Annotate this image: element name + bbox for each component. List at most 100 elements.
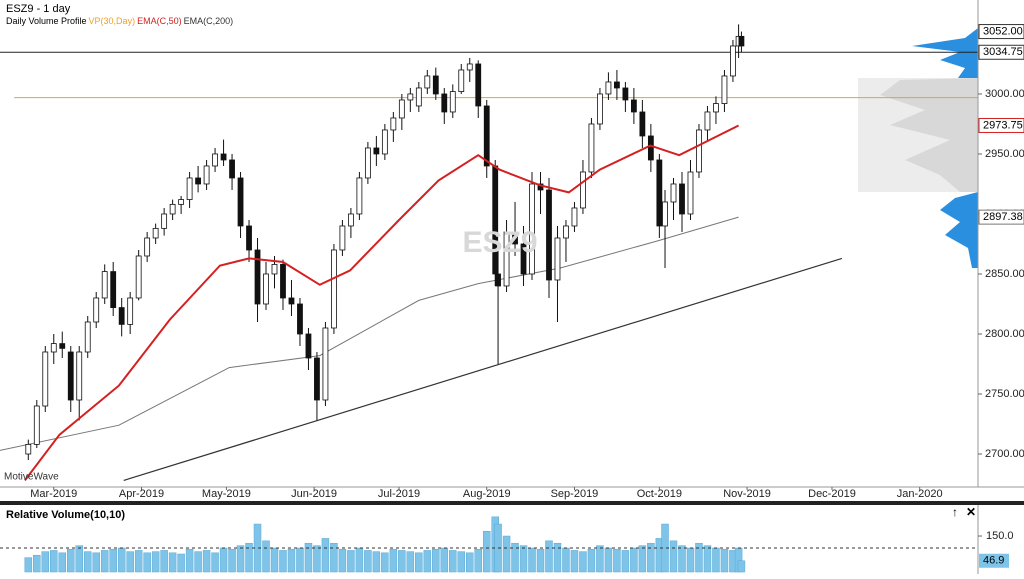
x-tick-label: Dec-2019 [808, 488, 856, 500]
candle-body [670, 183, 677, 203]
volume-bar [202, 550, 211, 573]
volume-bar [737, 560, 746, 573]
chart-title: ESZ9 - 1 day [6, 3, 71, 15]
volume-bar [562, 547, 570, 573]
candle-body [696, 129, 702, 173]
price-box-label: 3052.00 [983, 25, 1023, 37]
volume-bar [236, 545, 245, 573]
y-tick-label: 2850.00 [985, 268, 1024, 280]
candle-body [432, 75, 439, 95]
volume-bar [502, 535, 511, 573]
volume-bar [621, 550, 630, 573]
volume-bar [630, 547, 638, 573]
volume-bar [134, 550, 143, 573]
x-tick-label: Jun-2019 [291, 488, 337, 500]
volume-tick-label: 150.0 [986, 530, 1014, 542]
candle-body [237, 177, 244, 227]
trendline [123, 257, 843, 481]
volume-bar [381, 552, 389, 573]
y-tick-label: 2950.00 [985, 148, 1024, 160]
volume-bar [58, 552, 67, 573]
pane-up-icon[interactable]: ↑ [952, 505, 958, 519]
candle-body [254, 249, 261, 305]
volume-bar [678, 545, 686, 573]
volume-bar [194, 551, 202, 573]
candle-body [288, 297, 295, 305]
pane-close-icon[interactable]: ✕ [966, 505, 976, 519]
candle-body [50, 343, 57, 353]
candle-body [110, 271, 117, 308]
volume-bar [262, 540, 270, 573]
candle-body [520, 243, 527, 275]
brand: MotiveWave [4, 472, 59, 483]
volume-bar [347, 550, 355, 573]
volume-bar [219, 547, 228, 573]
candle-body [704, 111, 711, 131]
candle-body [597, 93, 603, 125]
candle-body [449, 91, 456, 113]
candle-body [512, 231, 518, 245]
candle-body [495, 273, 501, 287]
candle-body [588, 123, 595, 173]
volume-bar [720, 548, 729, 573]
x-tick-label: Jan-2020 [897, 488, 943, 500]
x-tick-label: Sep-2019 [551, 488, 599, 500]
candle-body [280, 263, 286, 299]
candle-body [614, 81, 620, 89]
volume-bar [647, 542, 655, 573]
candle-body [271, 263, 278, 275]
price-box-label: 2973.75 [983, 119, 1023, 131]
volume-bar [482, 530, 491, 573]
candle-body [687, 171, 694, 215]
candle-body [161, 213, 168, 229]
candle-body [42, 351, 49, 407]
y-tick-label: 2750.00 [985, 388, 1024, 400]
volume-bar [321, 538, 330, 573]
volume-bar [604, 547, 613, 573]
candle-body [656, 159, 663, 227]
volume-bar [440, 547, 449, 573]
legend-item: Daily Volume Profile [6, 16, 87, 26]
candle-body [314, 357, 320, 401]
candle-body [441, 93, 448, 113]
candle-body [529, 183, 535, 275]
volume-bar [536, 548, 545, 573]
candle-body [297, 303, 303, 335]
candle-body [246, 225, 252, 251]
volume-bar [75, 545, 83, 573]
volume-bar [50, 550, 58, 573]
volume-bar [168, 552, 177, 573]
volume-title: Relative Volume(10,10) [6, 509, 125, 521]
candle-body [407, 93, 414, 101]
ema200-line [0, 216, 739, 451]
volume-bar [398, 550, 406, 573]
candle-body [101, 271, 108, 299]
volume-bar [83, 551, 92, 573]
volume-bar [686, 547, 695, 573]
volume-bar [211, 552, 219, 573]
candle-body [178, 199, 185, 205]
price-box [978, 117, 1024, 133]
legend-item: EMA(C,50) [137, 16, 182, 26]
candle-body [721, 75, 728, 104]
volume-bar [151, 551, 160, 573]
volume-bar [703, 545, 712, 573]
candle-body [127, 297, 134, 325]
volume-bar [287, 548, 296, 573]
volume-bar [117, 547, 126, 573]
candle-body [563, 225, 569, 239]
legend-item: EMA(C,200) [184, 16, 234, 26]
volume-bar [423, 550, 432, 573]
candle-body [605, 81, 612, 95]
x-tick-label: Jul-2019 [378, 488, 420, 500]
price-box-label: 3034.75 [983, 46, 1023, 58]
candle-body [212, 153, 218, 167]
candle-body [738, 35, 745, 47]
candle-body [229, 159, 235, 179]
volume-bar [695, 542, 703, 573]
candle-body [398, 99, 405, 119]
volume-bar [279, 550, 287, 573]
candle-body [503, 231, 510, 287]
candle-body [415, 87, 422, 107]
